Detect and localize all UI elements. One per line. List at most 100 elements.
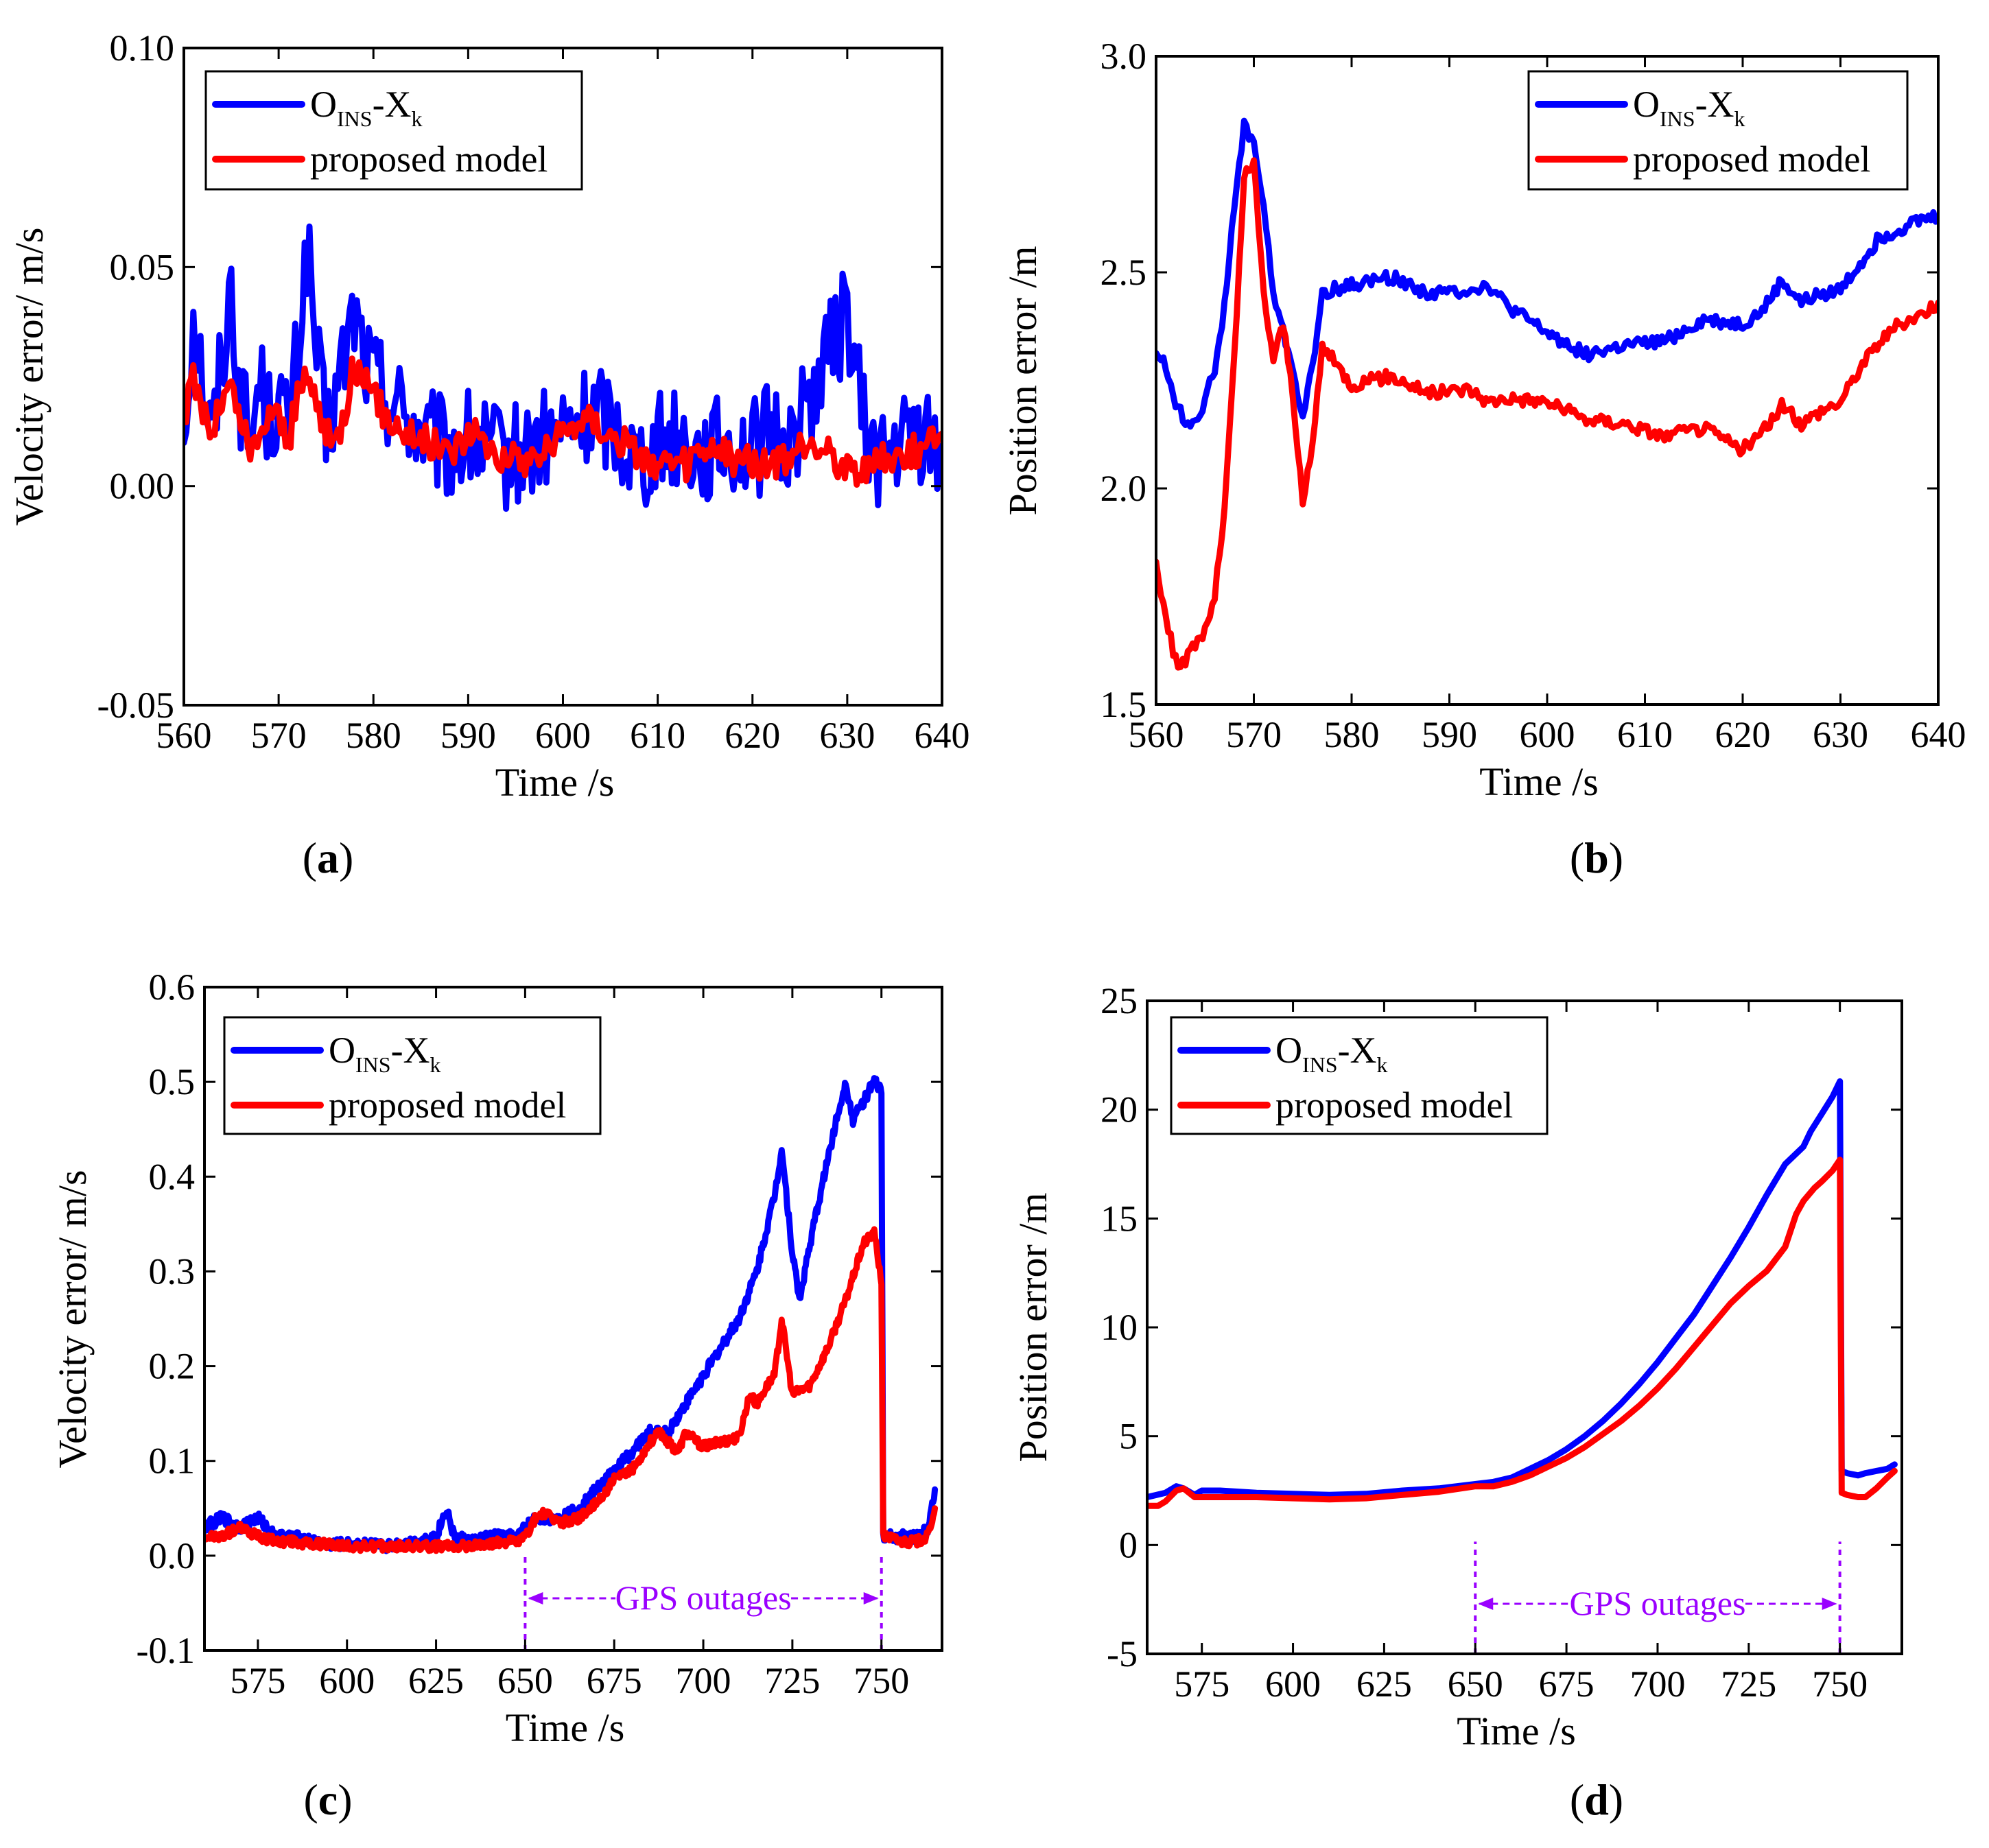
chart-panel-c: GPS outages 575 600 625 650 675 700 725 750 -0.1 0… bbox=[50, 967, 943, 1824]
x-tick-label: 700 bbox=[1629, 1663, 1685, 1705]
chart-panel-b: 560 570 580 590 600 610 620 630 640 1.5 2.0 2.5 3.0 T… bbox=[1000, 36, 1966, 882]
x-tick-label: 675 bbox=[587, 1660, 642, 1701]
y-tick-label: -5 bbox=[1107, 1633, 1138, 1674]
legend-text-main: O bbox=[1275, 1030, 1302, 1071]
outage-arrowhead-right bbox=[863, 1592, 879, 1605]
y-tick-label: 0.00 bbox=[110, 466, 175, 507]
chart-panel-d: GPS outages 575 600 625 650 675 700 725 750 -5 0 5 1… bbox=[1011, 980, 1903, 1824]
y-tick-label: 25 bbox=[1101, 980, 1138, 1021]
legend-label: proposed model bbox=[1275, 1085, 1513, 1126]
panel-label-open: ( bbox=[303, 833, 317, 882]
panel-label-open: ( bbox=[303, 1775, 318, 1824]
legend-box bbox=[204, 70, 583, 191]
legend-label: proposed model bbox=[329, 1085, 566, 1126]
y-axis-title: Position error /m bbox=[1000, 246, 1045, 515]
panel-label-close: ) bbox=[338, 1775, 352, 1824]
x-tick-label: 580 bbox=[1324, 714, 1380, 755]
x-tick-label: 640 bbox=[915, 715, 970, 756]
x-tick-label: 610 bbox=[630, 715, 685, 756]
outage-label: GPS outages bbox=[1569, 1584, 1745, 1622]
legend-text-main: O bbox=[1633, 84, 1660, 125]
x-tick-label: 650 bbox=[497, 1660, 553, 1701]
x-axis-title: Time /s bbox=[1479, 759, 1599, 804]
legend-label: OINS-Xk bbox=[329, 1030, 441, 1077]
y-tick-label: 2.5 bbox=[1101, 252, 1147, 293]
x-tick-label: 750 bbox=[1812, 1663, 1868, 1705]
y-axis-title: Velocity error/ m/s bbox=[7, 228, 51, 526]
legend-text-mid: -X bbox=[1338, 1030, 1377, 1071]
series-line-blue bbox=[204, 1075, 939, 1554]
panel-label: (d) bbox=[1570, 1775, 1623, 1824]
panel-label-close: ) bbox=[1609, 833, 1623, 882]
x-tick-label: 590 bbox=[440, 715, 496, 756]
panel-label-letter: d bbox=[1584, 1775, 1609, 1824]
x-tick-label: 575 bbox=[230, 1660, 285, 1701]
x-tick-label: 610 bbox=[1617, 714, 1673, 755]
x-tick-label: 650 bbox=[1448, 1663, 1503, 1705]
x-tick-label: 625 bbox=[1356, 1663, 1412, 1705]
legend-text-mid: -X bbox=[373, 84, 412, 125]
y-tick-label: 0.6 bbox=[149, 967, 196, 1008]
outage-arrowhead-right bbox=[1822, 1598, 1837, 1611]
x-tick-label: 700 bbox=[676, 1660, 731, 1701]
panel-label-open: ( bbox=[1570, 833, 1584, 882]
x-tick-label: 640 bbox=[1911, 714, 1966, 755]
legend-text-mid: -X bbox=[1695, 84, 1734, 125]
legend: OINS-Xk proposed model bbox=[204, 70, 583, 191]
legend-text-main: O bbox=[329, 1030, 355, 1071]
legend-text-sub: INS bbox=[355, 1052, 391, 1077]
x-axis-title: Time /s bbox=[1457, 1709, 1576, 1753]
panel-label-close: ) bbox=[339, 833, 353, 882]
x-tick-label: 560 bbox=[156, 715, 212, 756]
outage-arrowhead-left bbox=[1478, 1598, 1494, 1611]
x-tick-label: 725 bbox=[1721, 1663, 1776, 1705]
legend-text-sub: INS bbox=[337, 106, 373, 131]
legend-label: proposed model bbox=[310, 139, 548, 180]
outage-label: GPS outages bbox=[615, 1578, 792, 1617]
legend-text-mid: -X bbox=[391, 1030, 430, 1071]
outage-arrowhead-left bbox=[528, 1592, 543, 1605]
x-axis-title: Time /s bbox=[495, 760, 615, 805]
y-tick-label: 0.1 bbox=[149, 1441, 196, 1482]
legend: OINS-Xk proposed model bbox=[223, 1016, 602, 1135]
plot-frame bbox=[203, 986, 943, 1652]
x-tick-label: 560 bbox=[1129, 714, 1184, 755]
y-tick-label: 0.5 bbox=[149, 1061, 196, 1102]
legend-text-sub2: k bbox=[1377, 1052, 1388, 1077]
series-line-red bbox=[1147, 1157, 1898, 1509]
legend-text-sub2: k bbox=[412, 106, 423, 131]
x-tick-label: 600 bbox=[1265, 1663, 1321, 1705]
x-tick-label: 580 bbox=[346, 715, 401, 756]
panel-label-open: ( bbox=[1570, 1775, 1584, 1824]
legend-text-main: proposed model bbox=[310, 139, 548, 180]
x-tick-label: 620 bbox=[725, 715, 780, 756]
series-line-blue bbox=[1147, 1078, 1898, 1500]
legend-box bbox=[1527, 70, 1909, 191]
series-line-red bbox=[184, 355, 942, 488]
y-tick-label: 5 bbox=[1119, 1416, 1138, 1457]
panel-label: (a) bbox=[303, 833, 354, 882]
legend-box bbox=[1170, 1016, 1549, 1135]
y-tick-label: -0.1 bbox=[137, 1630, 195, 1671]
legend-text-main: O bbox=[310, 84, 337, 125]
panel-label-close: ) bbox=[1609, 1775, 1623, 1824]
y-tick-label: 0.05 bbox=[110, 246, 175, 287]
series-line-blue bbox=[184, 223, 942, 512]
x-tick-label: 600 bbox=[535, 715, 591, 756]
legend-label: OINS-Xk bbox=[310, 84, 423, 131]
series-line-red bbox=[204, 1226, 939, 1554]
y-tick-label: 0 bbox=[1119, 1524, 1138, 1565]
legend-text-main: proposed model bbox=[329, 1085, 566, 1126]
x-tick-label: 600 bbox=[1520, 714, 1575, 755]
y-tick-label: 0.3 bbox=[149, 1251, 196, 1292]
y-tick-label: 10 bbox=[1101, 1307, 1138, 1348]
x-tick-label: 725 bbox=[764, 1660, 820, 1701]
y-axis-title: Position error /m bbox=[1011, 1192, 1055, 1462]
x-tick-label: 600 bbox=[319, 1660, 375, 1701]
legend: OINS-Xk proposed model bbox=[1170, 1016, 1549, 1135]
panel-label-letter: c bbox=[318, 1775, 338, 1824]
y-tick-label: 2.0 bbox=[1101, 468, 1147, 509]
series-line-red bbox=[1156, 157, 1938, 671]
y-tick-label: 15 bbox=[1101, 1198, 1138, 1239]
